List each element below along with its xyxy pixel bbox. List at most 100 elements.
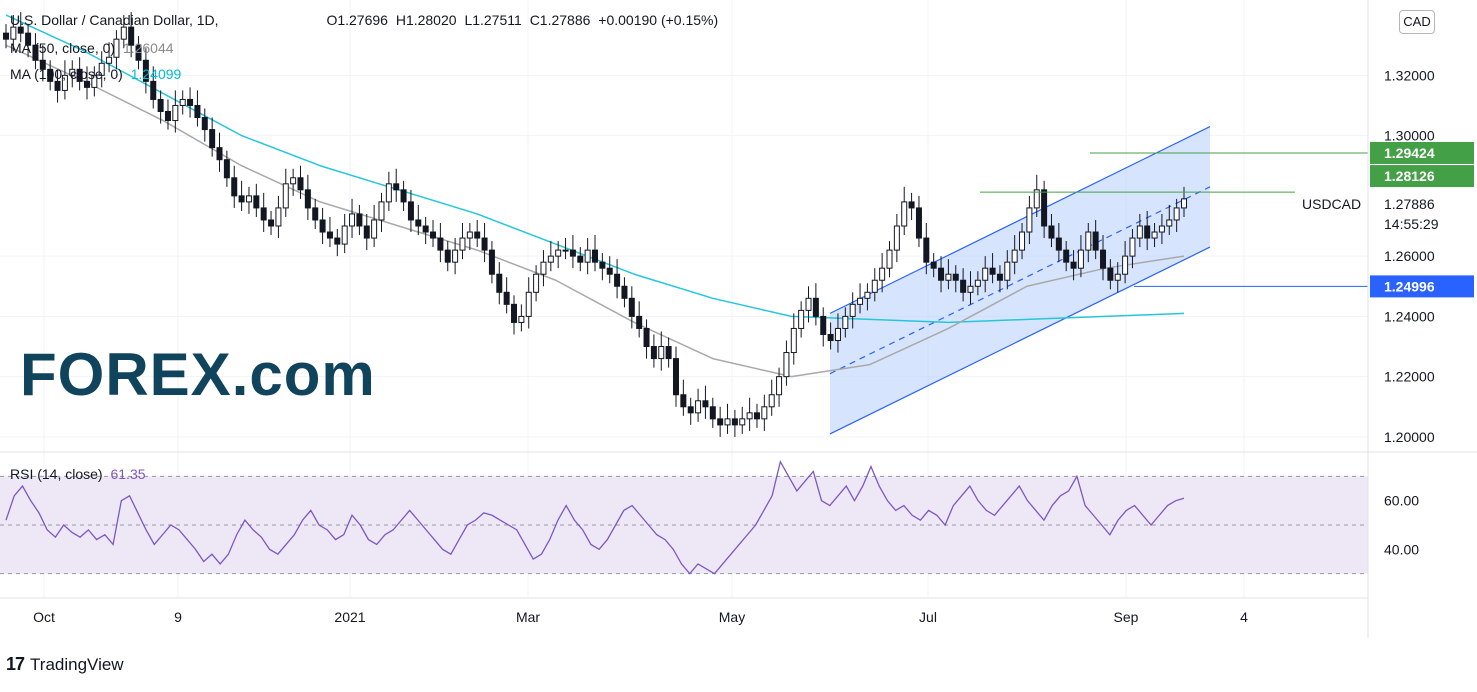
candle-body xyxy=(525,291,532,317)
candle-body xyxy=(511,303,518,323)
rsi-value: 61.35 xyxy=(110,466,146,482)
candle xyxy=(783,340,790,386)
candle-body xyxy=(452,249,459,263)
close-value: C1.27886 xyxy=(529,12,591,28)
candle xyxy=(164,99,171,130)
candle xyxy=(974,271,981,296)
candle xyxy=(731,409,738,437)
rsi-legend[interactable]: RSI (14, close) 61.35 xyxy=(10,466,150,482)
rsi-label: RSI (14, close) xyxy=(10,466,103,482)
candle-body xyxy=(1041,189,1048,227)
candle-body xyxy=(790,327,797,354)
candle xyxy=(201,108,208,142)
candle-body xyxy=(834,327,841,342)
candle xyxy=(10,15,17,52)
ma100-legend[interactable]: MA (100, close, 0) 1.24099 xyxy=(10,66,185,82)
candle-body xyxy=(142,59,149,82)
candle xyxy=(83,66,90,100)
candle xyxy=(857,283,864,314)
symbol-title[interactable]: U.S. Dollar / Canadian Dollar, 1D, xyxy=(10,12,219,28)
candle xyxy=(128,12,135,58)
candle xyxy=(1136,213,1143,248)
tradingview-logo[interactable]: 17 TradingView xyxy=(6,654,124,675)
countdown-label: 14:55:29 xyxy=(1384,216,1439,232)
ma50-legend[interactable]: MA (50, close, 0) 1.26044 xyxy=(10,40,178,56)
candle xyxy=(1026,195,1033,245)
candle xyxy=(562,238,569,260)
candle xyxy=(584,238,591,275)
candle-body xyxy=(466,231,473,239)
candle-body xyxy=(474,231,481,239)
candle-body xyxy=(400,189,407,203)
candle-body xyxy=(356,213,363,227)
candle-body xyxy=(216,147,223,161)
candlesticks xyxy=(3,12,1187,437)
ohlc-legend: U.S. Dollar / Canadian Dollar, 1D, O1.27… xyxy=(10,12,722,28)
candle-body xyxy=(3,32,9,40)
last-price-label: 1.27886 xyxy=(1384,196,1435,212)
rsi-line xyxy=(5,459,1185,575)
candle-body xyxy=(385,183,392,203)
candle-body xyxy=(496,273,503,293)
candle-body xyxy=(1151,231,1158,239)
ma50-line xyxy=(5,44,1185,378)
candle-body xyxy=(91,74,98,88)
candle xyxy=(142,48,149,94)
ma50-path xyxy=(5,44,1185,378)
candle xyxy=(960,268,967,302)
ma100-value: 1.24099 xyxy=(130,66,182,82)
candle-body xyxy=(1048,225,1055,239)
currency-badge[interactable]: CAD xyxy=(1399,10,1435,34)
x-tick-label: 2021 xyxy=(334,609,365,625)
candle xyxy=(238,180,245,211)
candle xyxy=(842,307,849,338)
candle xyxy=(915,195,922,248)
candle-body xyxy=(268,219,275,227)
candle xyxy=(702,385,709,419)
candle xyxy=(511,295,518,335)
candle-body xyxy=(1063,249,1070,263)
candle-body xyxy=(702,400,709,408)
x-tick-label: Jul xyxy=(919,609,937,625)
level-label-3-bg xyxy=(1370,275,1474,298)
candle xyxy=(680,379,687,416)
candle-body xyxy=(32,44,39,61)
channel-lower xyxy=(829,246,1211,435)
candle xyxy=(32,33,39,70)
candle xyxy=(879,253,886,293)
change-value: +0.00190 (+0.15%) xyxy=(598,12,719,28)
candle-body xyxy=(98,62,105,76)
candle xyxy=(503,277,510,314)
level-label-1: 1.29424 xyxy=(1384,145,1435,161)
candle xyxy=(61,60,68,100)
candle-body xyxy=(135,44,142,61)
candle xyxy=(1173,198,1180,233)
candle-body xyxy=(606,267,613,275)
candle-body xyxy=(864,291,871,299)
ma50-value: 1.26044 xyxy=(122,40,174,56)
candle-body xyxy=(25,32,32,46)
candle xyxy=(967,271,974,305)
candle-body xyxy=(555,249,562,257)
candle xyxy=(717,406,724,437)
candle-body xyxy=(680,394,687,408)
candle-body xyxy=(172,104,179,122)
candle xyxy=(290,168,297,196)
open-value: O1.27696 xyxy=(326,12,388,28)
candle-body xyxy=(113,38,120,58)
candle xyxy=(1085,222,1092,263)
candle xyxy=(768,379,775,416)
candle xyxy=(1144,210,1151,251)
candle xyxy=(187,87,194,118)
tradingview-text: TradingView xyxy=(30,654,124,674)
candle-body xyxy=(717,418,724,426)
candle-body xyxy=(592,249,598,263)
candle xyxy=(135,36,142,70)
candle-body xyxy=(341,225,348,245)
candle-body xyxy=(1181,198,1187,209)
candle xyxy=(628,286,635,329)
forex-logo: FOREX.com xyxy=(20,340,376,409)
candle-body xyxy=(812,297,819,317)
candle xyxy=(3,24,9,49)
candle xyxy=(650,334,657,368)
